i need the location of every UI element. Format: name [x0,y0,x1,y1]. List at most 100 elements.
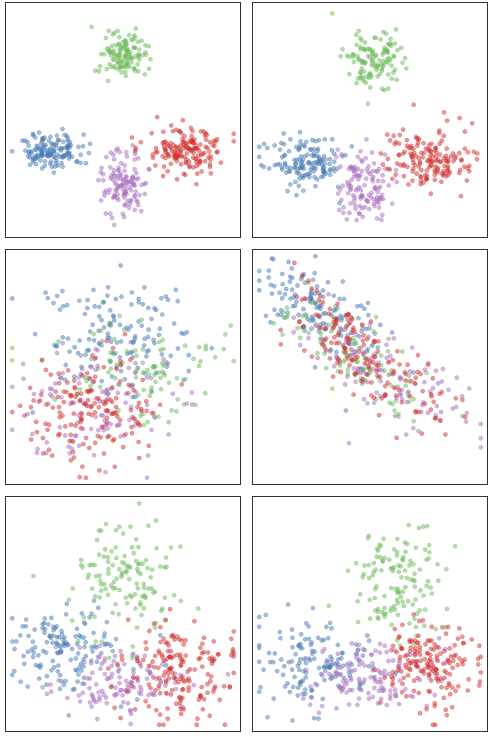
scatter-point [432,642,437,647]
scatter-point [432,692,438,698]
scatter-point [82,681,87,687]
scatter-point [297,342,303,348]
scatter-point [412,616,417,622]
scatter-point [392,607,398,613]
scatter-point [303,296,309,302]
scatter-point [36,676,42,681]
scatter-point [45,295,51,301]
scatter-point [389,63,394,68]
scatter-point [156,683,162,688]
scatter-point [73,634,78,639]
scatter-point [132,157,137,162]
scatter-point [441,133,446,139]
scatter-point [84,370,90,376]
scatter-point [368,74,374,80]
scatter-point [37,398,43,403]
scatter-point [78,152,83,158]
scatter-point [344,681,349,687]
scatter-point [104,700,110,706]
scatter-point [138,571,143,577]
scatter-point [170,670,175,676]
scatter-point [316,297,322,303]
scatter-point [126,576,132,582]
scatter-point [300,313,305,319]
scatter-point [404,652,410,658]
scatter-point [465,149,471,155]
scatter-point [117,149,123,155]
scatter-point [401,173,407,179]
scatter-point [366,690,371,696]
scatter-point [174,652,180,658]
scatter-point [292,674,297,680]
scatter-point [118,339,124,344]
scatter-point [112,180,118,185]
scatter-point [106,655,112,661]
scatter-point [363,155,368,161]
scatter-point [293,651,298,657]
scatter-point [141,343,147,348]
scatter-point [106,433,112,439]
scatter-point [373,678,378,684]
scatter-point [64,144,70,149]
scatter-point [299,159,305,164]
scatter-point [459,158,464,163]
scatter-point [411,150,417,156]
scatter-point [81,620,87,625]
scatter-point [86,150,92,156]
scatter-point [281,663,287,669]
scatter-point [194,181,199,187]
scatter-point [118,715,123,721]
scatter-point [334,706,339,711]
scatter-point [45,427,50,433]
scatter-point [373,567,378,572]
scatter-point [176,679,181,685]
scatter-point [386,72,391,77]
scatter-point [413,375,418,380]
scatter-point [167,654,173,660]
scatter-point [43,421,48,426]
scatter-point [54,343,60,348]
scatter-point [59,648,64,654]
scatter-point [161,164,167,169]
scatter-point [173,686,179,692]
scatter-point [58,148,64,153]
scatter-point [165,706,170,711]
series-green [9,299,237,428]
scatter-point [111,157,117,162]
scatter-point [57,414,63,420]
scatter-point [80,143,86,149]
scatter-point [75,641,80,647]
scatter-point [387,57,393,63]
scatter-point [442,668,447,674]
scatter-point [403,549,408,555]
scatter-point [362,40,368,45]
scatter-point [354,370,359,375]
scatter-point [272,162,278,168]
scatter-point [402,568,408,573]
scatter-point [303,139,309,145]
scatter-point [140,301,146,307]
scatter-point [42,616,48,621]
scatter-point [61,682,67,688]
scatter-point [447,672,453,677]
scatter-point [130,383,135,388]
scatter-point [107,335,112,341]
scatter-point [122,168,127,174]
scatter-point [133,360,138,366]
scatter-point [396,152,402,157]
scatter-point [62,433,68,438]
scatter-point [112,65,118,71]
scatter-point [140,370,146,375]
scatter-point [93,355,99,361]
scatter-point [113,545,118,550]
scatter-point [126,32,132,38]
scatter-point [390,643,396,649]
scatter-point [394,77,399,83]
scatter-point [335,332,341,338]
scatter-point [181,659,186,664]
scatter-point [141,387,146,393]
scatter-point [111,437,117,442]
scatter-point [129,290,135,295]
scatter-point [347,210,352,216]
scatter-point [65,136,70,141]
